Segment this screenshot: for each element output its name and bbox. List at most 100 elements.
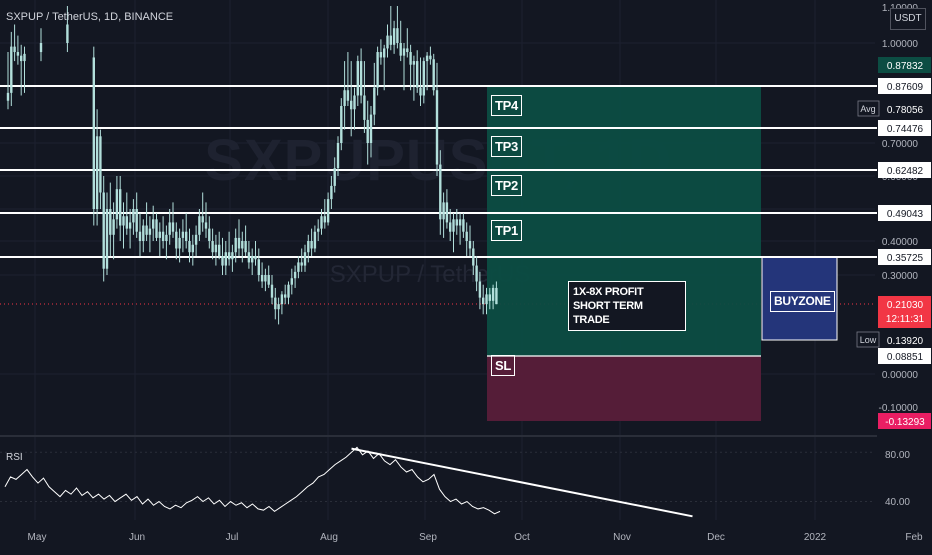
candle-body	[307, 241, 310, 253]
time-tick-label: Feb	[905, 532, 923, 543]
bottom-price-tag-bg	[878, 413, 931, 429]
tp3-label: TP3	[491, 136, 522, 157]
candle-body	[247, 252, 251, 263]
time-axis[interactable]: May Jun Jul Aug Sep Oct Nov Dec 2022 Feb	[28, 532, 924, 543]
price-tick-label: 0.30000	[882, 271, 919, 282]
candle-body	[237, 237, 241, 249]
low-tag-text: Low	[860, 335, 877, 345]
candle-body	[442, 202, 445, 220]
candle-body	[356, 61, 359, 96]
candle-body	[320, 216, 323, 229]
candle-body	[297, 262, 300, 272]
candle-body	[458, 219, 462, 226]
low-price-tag: 0.13920	[887, 336, 924, 347]
candle-body	[399, 43, 402, 56]
candle-body	[168, 222, 171, 235]
candle-body	[300, 262, 303, 266]
rsi-tick-label: 80.00	[885, 450, 910, 461]
time-tick-label: Jun	[129, 532, 145, 543]
candle-body	[402, 48, 406, 56]
current-price-tag: 0.21030	[887, 300, 924, 311]
avg-tag-text: Avg	[860, 104, 875, 114]
candle-body	[105, 209, 109, 269]
profit-annotation-line2: SHORT TERM TRADE	[573, 300, 643, 326]
candle-body	[412, 61, 416, 65]
candle-body	[432, 59, 435, 91]
candle-body	[287, 284, 290, 298]
candle-body	[264, 275, 267, 282]
low-tag-box	[856, 331, 880, 348]
candle-body	[277, 304, 280, 310]
candle-body	[171, 222, 175, 232]
candle-body	[429, 55, 432, 60]
candle-body	[92, 57, 95, 209]
candle-body	[102, 192, 105, 269]
candle-body	[10, 46, 13, 93]
candle-body	[303, 252, 307, 266]
profit-annotation: 1X-8X PROFIT SHORT TERM TRADE	[568, 281, 686, 331]
trade-zones	[487, 86, 838, 421]
candle-body	[452, 219, 455, 232]
candle-body	[214, 244, 218, 253]
candle-body	[145, 225, 148, 235]
candle-body	[369, 114, 373, 143]
candle-body	[244, 241, 247, 253]
level-price-tag: 0.49043	[887, 209, 924, 220]
candle-body	[20, 55, 23, 62]
candle-body	[231, 252, 234, 260]
candle-body	[485, 294, 488, 305]
buy-zone	[761, 256, 838, 341]
level-price-tag: 0.74476	[887, 124, 924, 135]
candle-body	[468, 241, 472, 249]
candle-body	[323, 216, 326, 223]
candle-body	[495, 287, 498, 305]
candle-body	[158, 231, 161, 238]
candle-body	[148, 228, 152, 235]
time-tick-label: May	[28, 532, 47, 543]
price-axis[interactable]: 1.100001.000000.800000.700000.600000.500…	[856, 0, 932, 550]
candle-body	[122, 216, 125, 226]
sl-label: SL	[491, 355, 516, 376]
price-tick-label: 0.00000	[882, 370, 919, 381]
candle-body	[181, 231, 185, 238]
candle-body	[472, 248, 475, 266]
candle-body	[185, 231, 188, 241]
candle-body	[280, 294, 284, 305]
candle-body	[115, 189, 119, 220]
candle-body	[270, 284, 274, 298]
price-tick-label: 0.70000	[882, 139, 919, 150]
price-tick-label: -0.10000	[879, 403, 919, 414]
candle-body	[132, 209, 135, 223]
candle-body	[491, 287, 495, 301]
candle-body	[165, 234, 168, 241]
high-price-tag-bg	[878, 57, 931, 73]
candle-body	[326, 199, 330, 223]
level-price-tag-bg	[878, 205, 931, 221]
level-price-tag: 0.62482	[887, 166, 924, 177]
currency-label[interactable]: USDT	[890, 8, 926, 30]
candle-body	[251, 255, 254, 263]
candle-body	[482, 297, 485, 305]
candle-body	[142, 225, 145, 241]
candle-body	[346, 90, 350, 101]
candle-body	[310, 241, 313, 249]
level-price-tag-bg	[878, 249, 931, 265]
level-price-tag: 0.87609	[887, 82, 924, 93]
candle-body	[218, 244, 221, 256]
candle-body	[260, 275, 264, 282]
avg-price-tag: 0.78056	[887, 105, 924, 116]
target-levels	[0, 85, 877, 258]
avg-price-tag-bg	[878, 101, 931, 117]
stop-price-tag-bg	[878, 348, 931, 364]
candle-body	[389, 35, 392, 45]
tp2-label: TP2	[491, 175, 522, 196]
candle-body	[267, 275, 270, 285]
candle-body	[99, 136, 102, 193]
candle-body	[191, 244, 194, 253]
candle-body	[465, 231, 468, 241]
candle-body	[221, 255, 224, 266]
candle-body	[406, 48, 409, 53]
candle-body	[376, 52, 379, 88]
